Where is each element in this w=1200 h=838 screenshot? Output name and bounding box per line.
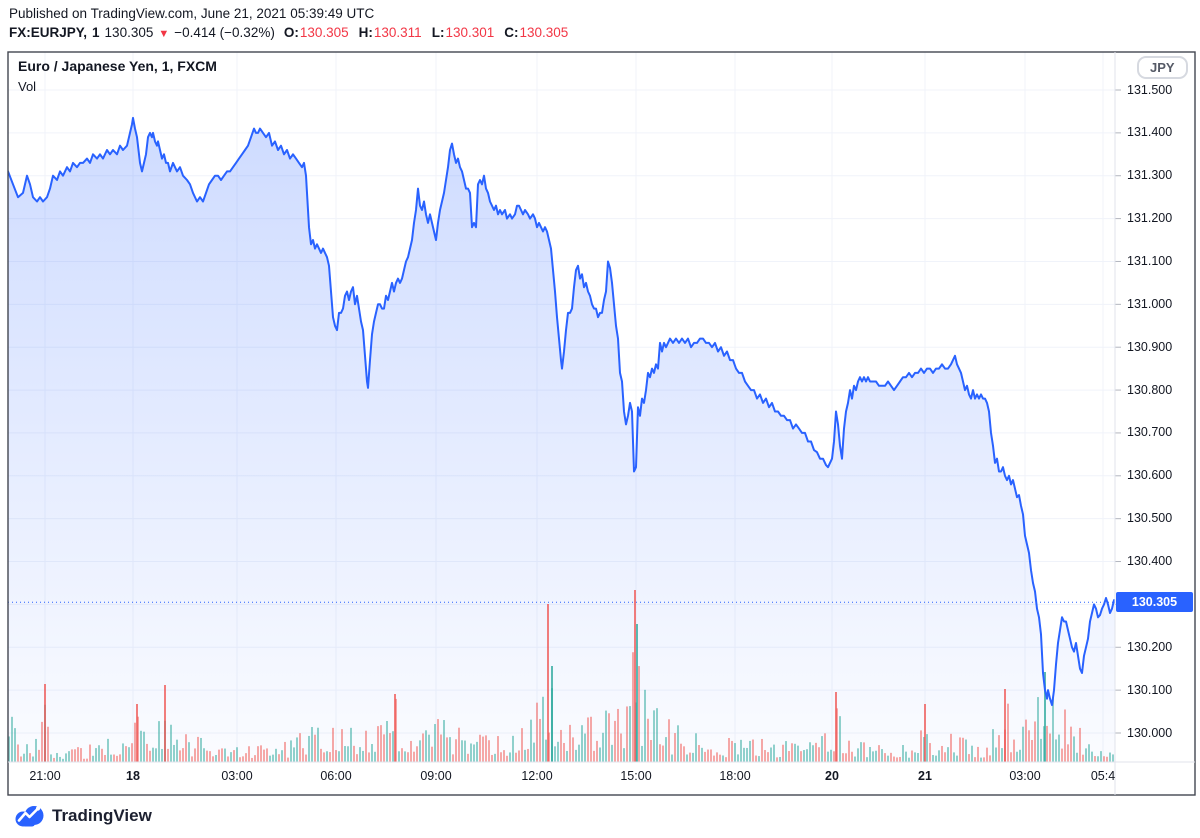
high-readout: H: 130.311 xyxy=(358,25,422,40)
time-axis-label: 15:00 xyxy=(620,769,652,783)
symbol-name: FX:EURJPY, xyxy=(9,25,88,40)
price-line-series xyxy=(8,116,1115,707)
axis-tick-marks xyxy=(1115,89,1121,734)
area-fill xyxy=(8,117,1115,762)
open-readout: O: 130.305 xyxy=(283,25,349,40)
price-axis-label: 131.400 xyxy=(1127,125,1173,140)
price-axis-label: 130.800 xyxy=(1127,382,1173,397)
time-axis-label: 03:00 xyxy=(221,769,253,783)
price-axis-label: 131.200 xyxy=(1127,211,1173,226)
volume-indicator-label[interactable]: Vol xyxy=(18,79,37,94)
price-axis-label: 130.900 xyxy=(1127,339,1173,354)
footer-brand-link[interactable]: TradingView xyxy=(14,803,152,828)
time-axis-label: 20 xyxy=(825,769,839,783)
low-readout: L: 130.301 xyxy=(431,25,495,40)
tradingview-logo-icon xyxy=(15,806,44,827)
time-axis[interactable]: 21:00 18 03:00 06:00 09:00 12:00 15:00 18:00 20 2… xyxy=(8,764,1115,794)
price-axis-label: 131.000 xyxy=(1127,296,1173,311)
time-axis-label: 05:4 xyxy=(1090,769,1115,783)
time-axis-label: 09:00 xyxy=(420,769,452,783)
close-readout: C: 130.305 xyxy=(504,25,569,40)
ohlc-group: O: 130.305 H: 130.311 L: 130.301 C: 130.… xyxy=(284,25,569,40)
volume-bars xyxy=(8,590,1114,762)
last-price-value: 130.305 xyxy=(104,25,154,40)
price-axis-label: 130.600 xyxy=(1127,468,1173,483)
price-axis-label: 130.700 xyxy=(1127,425,1173,440)
price-axis-label: 131.500 xyxy=(1127,82,1173,97)
price-axis-label: 130.400 xyxy=(1127,554,1173,569)
time-axis-label: 18 xyxy=(126,769,140,783)
time-axis-label: 18:00 xyxy=(719,769,751,783)
time-axis-label: 06:00 xyxy=(320,769,352,783)
time-axis-label: 03:00 xyxy=(1009,769,1041,783)
time-axis-label: 21 xyxy=(918,769,932,783)
price-axis-label: 130.100 xyxy=(1127,682,1173,697)
time-axis-label: 12:00 xyxy=(521,769,553,783)
price-down-triangle-icon: ▼ xyxy=(158,27,170,40)
symbol-info-bar: FX:EURJPY, 1 130.305 ▼ −0.414 (−0.32%) O… xyxy=(9,25,568,40)
price-axis-label: 130.000 xyxy=(1127,725,1173,740)
price-axis-label: 131.300 xyxy=(1127,168,1173,183)
published-caption: Published on TradingView.com, June 21, 2… xyxy=(9,6,375,21)
chart-legend-title[interactable]: Euro / Japanese Yen, 1, FXCM xyxy=(18,58,217,74)
price-change: −0.414 (−0.32%) xyxy=(174,25,275,40)
price-axis-label: 131.100 xyxy=(1127,253,1173,268)
price-axis-label: 130.500 xyxy=(1127,511,1173,526)
currency-badge[interactable]: JPY xyxy=(1137,56,1188,79)
price-axis-label: 130.200 xyxy=(1127,639,1173,654)
chart-borders xyxy=(7,51,1196,796)
time-axis-label: 21:00 xyxy=(29,769,61,783)
last-price-label: 130.305 xyxy=(1116,592,1193,613)
footer-brand-text: TradingView xyxy=(52,805,152,825)
symbol-interval: 1 xyxy=(92,25,100,40)
